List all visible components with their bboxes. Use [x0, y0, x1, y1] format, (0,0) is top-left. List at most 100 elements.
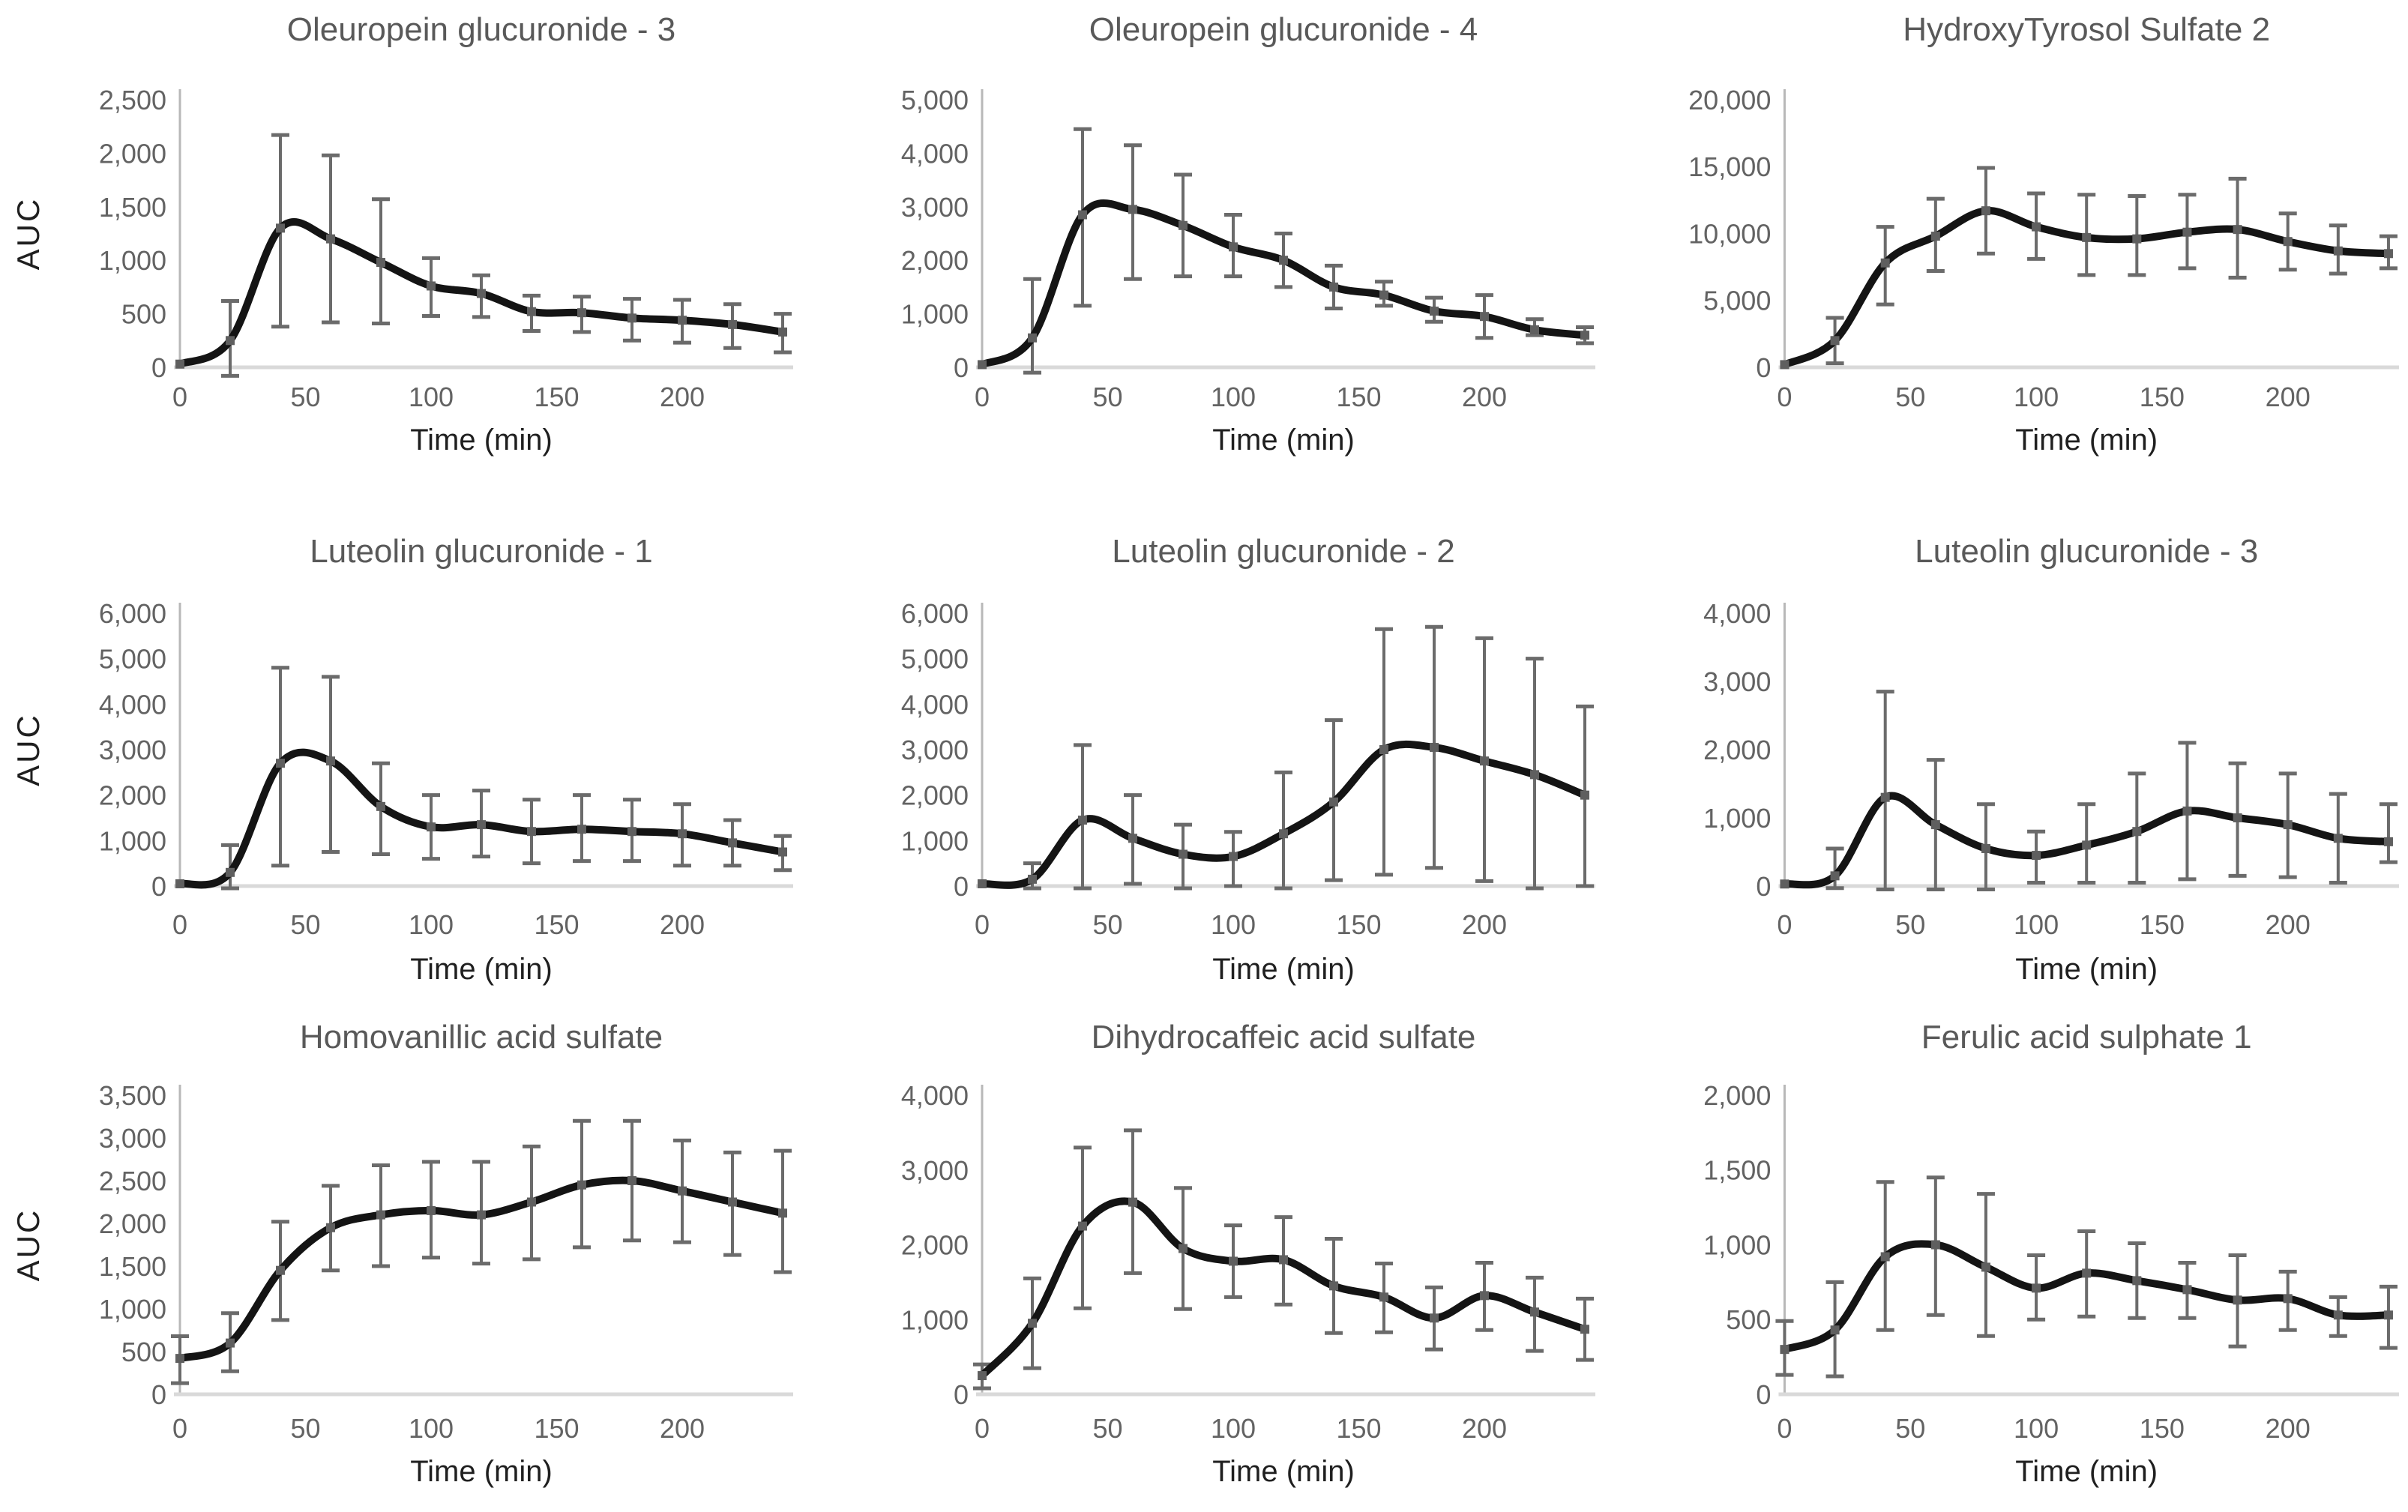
y-tick-label: 1,500: [99, 1251, 166, 1282]
x-tick-label: 100: [1211, 909, 1256, 940]
data-point-marker: [2333, 1310, 2343, 1320]
chart-canvas-luteolin-glucuronide-1: Luteolin glucuronide - 1 AUC 0 1,000 2,000…: [10, 533, 793, 986]
y-tick-label: 10,000: [1688, 219, 1771, 250]
data-point-marker: [1981, 1262, 1990, 1272]
x-tick-label: 150: [2140, 1413, 2185, 1444]
data-point-marker: [627, 1176, 636, 1185]
y-tick-label: 4,000: [1703, 598, 1771, 629]
y-axis-label: AUC: [10, 197, 46, 271]
data-point-marker: [326, 756, 335, 766]
y-tick-label: 3,000: [901, 735, 969, 765]
chart-canvas-homovanillic-acid-sulfate: Homovanillic acid sulfate AUC 05001,0001…: [10, 1019, 793, 1488]
y-axis-label: AUC: [10, 713, 46, 786]
chart-title: Luteolin glucuronide - 3: [1915, 533, 2258, 570]
data-point-marker: [527, 1197, 536, 1207]
x-tick-label: 200: [1462, 909, 1507, 940]
x-tick-label: 150: [534, 909, 579, 940]
x-tick-label: 0: [172, 1413, 187, 1444]
data-point-marker: [1880, 258, 1890, 268]
x-tick-label: 0: [172, 909, 187, 940]
y-tick-label: 0: [151, 871, 166, 902]
x-tick-label: 100: [2014, 1413, 2059, 1444]
data-point-marker: [1981, 206, 1990, 216]
x-tick-label: 50: [290, 382, 320, 412]
data-point-marker: [1279, 829, 1288, 839]
data-point-marker: [2032, 1283, 2041, 1293]
data-point-marker: [2182, 227, 2192, 237]
data-point-marker: [1078, 210, 1087, 220]
data-point-marker: [1430, 307, 1439, 316]
y-tick-label: 0: [954, 871, 969, 902]
y-tick-label: 2,000: [901, 1230, 969, 1261]
data-point-marker: [2233, 813, 2242, 822]
y-tick-label: 3,000: [99, 1123, 166, 1154]
data-point-marker: [2333, 246, 2343, 256]
y-tick-label: 2,000: [1703, 1080, 1771, 1111]
chart-oleuropein-glucuronide-3: Oleuropein glucuronide - 3 AUC 0 500 1,000…: [0, 0, 802, 495]
x-tick-label: 150: [1336, 1413, 1381, 1444]
x-tick-label: 150: [534, 382, 579, 412]
y-tick-label: 0: [1756, 1379, 1771, 1410]
data-point-marker: [276, 223, 285, 233]
data-point-marker: [1179, 220, 1188, 230]
data-point-marker: [577, 1180, 586, 1190]
data-point-marker: [1780, 1345, 1790, 1355]
data-point-marker: [527, 827, 536, 837]
chart-luteolin-glucuronide-2: Luteolin glucuronide - 2 0 1,000 2,000 3,00…: [802, 495, 1604, 1005]
data-point-marker: [1279, 256, 1288, 265]
chart-dihydrocaffeic-acid-sulfate: Dihydrocaffeic acid sulfate 0 1,000 2,000 3…: [802, 1005, 1604, 1512]
x-tick-label: 50: [1895, 1413, 1925, 1444]
data-point-marker: [2082, 232, 2092, 242]
y-tick-label: 2,500: [99, 85, 166, 115]
data-point-marker: [2032, 222, 2041, 232]
data-point-marker: [728, 1197, 737, 1207]
data-point-marker: [2082, 1268, 2092, 1278]
chart-canvas-dihydrocaffeic-acid-sulfate: Dihydrocaffeic acid sulfate 0 1,000 2,000 3…: [901, 1019, 1595, 1488]
x-tick-label: 0: [1777, 382, 1792, 412]
x-axis-label: Time (min): [2015, 1455, 2158, 1488]
data-point-marker: [1430, 1313, 1439, 1323]
chart-title: HydroxyTyrosol Sulfate 2: [1903, 11, 2270, 48]
x-axis-label: Time (min): [410, 424, 553, 457]
chart-canvas-oleuropein-glucuronide-3: Oleuropein glucuronide - 3 AUC 05001,000…: [10, 11, 793, 457]
x-tick-label: 50: [1092, 382, 1122, 412]
y-tick-label: 3,000: [1703, 666, 1771, 697]
data-point-marker: [1078, 1221, 1087, 1231]
data-point-marker: [477, 1210, 486, 1220]
data-point-marker: [1580, 331, 1589, 340]
x-axis-label: Time (min): [1212, 1455, 1355, 1488]
x-tick-label: 0: [1777, 1413, 1792, 1444]
data-point-marker: [1480, 756, 1489, 766]
y-tick-label: 0: [1756, 352, 1771, 383]
data-point-marker: [978, 1371, 987, 1381]
data-point-marker: [728, 319, 737, 329]
chart-canvas-ferulic-acid-sulphate-1: Ferulic acid sulphate 1 05001,0001,5002,…: [1703, 1019, 2399, 1488]
data-point-marker: [1981, 843, 1990, 853]
data-point-marker: [778, 327, 787, 337]
data-point-marker: [1580, 1325, 1589, 1334]
data-point-marker: [2383, 1310, 2393, 1320]
data-point-marker: [477, 289, 486, 298]
data-point-marker: [1880, 792, 1890, 802]
chart-homovanillic-acid-sulfate: Homovanillic acid sulfate AUC 0 500 1,000 1…: [0, 1005, 802, 1512]
data-point-marker: [1329, 797, 1338, 807]
y-tick-label: 0: [954, 352, 969, 383]
y-tick-label: 4,000: [901, 138, 969, 169]
x-tick-label: 50: [290, 909, 320, 940]
data-point-marker: [678, 316, 687, 325]
y-tick-label: 0: [954, 1379, 969, 1410]
data-point-marker: [1179, 1244, 1188, 1253]
data-point-marker: [1930, 232, 1940, 241]
data-point-marker: [2233, 1295, 2242, 1305]
x-tick-label: 50: [1092, 1413, 1122, 1444]
chart-title: Oleuropein glucuronide - 4: [1089, 11, 1478, 48]
data-point-marker: [2283, 1294, 2293, 1304]
data-point-marker: [2132, 827, 2142, 837]
x-tick-label: 100: [2014, 909, 2059, 940]
data-point-marker: [1179, 849, 1188, 859]
chart-canvas-luteolin-glucuronide-3: Luteolin glucuronide - 3 0 1,000 2,000 3,00…: [1703, 533, 2399, 986]
data-point-marker: [1530, 1307, 1539, 1317]
y-tick-label: 2,000: [1703, 735, 1771, 765]
data-point-marker: [2182, 1285, 2192, 1295]
y-tick-label: 1,000: [99, 245, 166, 276]
